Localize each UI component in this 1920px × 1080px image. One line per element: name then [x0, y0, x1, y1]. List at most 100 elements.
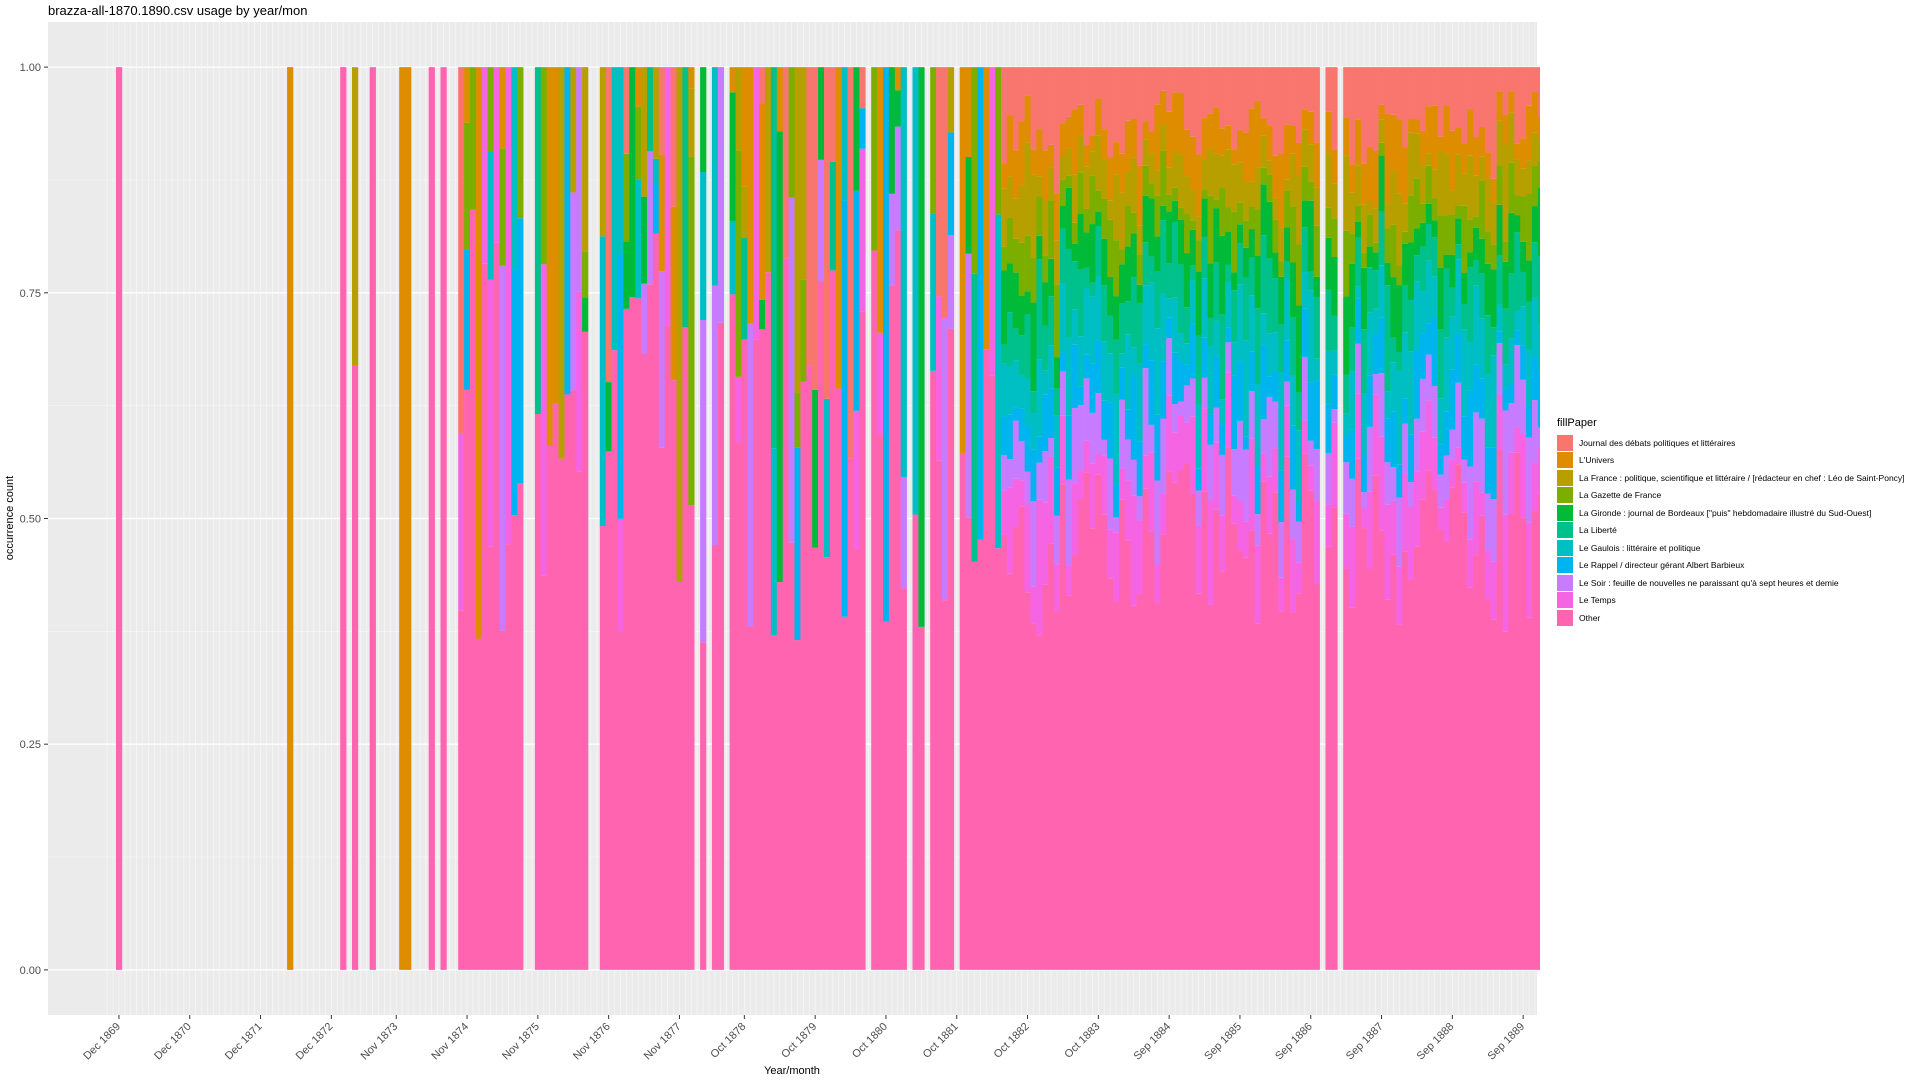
bar-segment — [534, 67, 542, 415]
bar-segment — [1183, 343, 1191, 365]
bar-segment — [1532, 67, 1539, 93]
bar-segment — [540, 67, 547, 265]
bar-segment — [1355, 286, 1362, 299]
bar-segment — [1313, 296, 1320, 359]
bar-segment — [1431, 198, 1438, 221]
bar-segment — [1048, 543, 1055, 970]
bar-segment — [1455, 382, 1462, 448]
bar-segment — [788, 542, 795, 970]
bar-segment — [1036, 67, 1043, 130]
x-tick-label: Nov 1873 — [359, 1021, 401, 1063]
bar-segment — [1201, 198, 1208, 238]
bar-segment — [1449, 459, 1456, 488]
bar-segment — [1172, 404, 1179, 433]
bar-segment — [1467, 267, 1474, 343]
bar-segment — [1325, 452, 1332, 505]
bar-segment — [1083, 288, 1090, 355]
bar-segment — [1313, 187, 1320, 226]
bar-segment — [977, 67, 984, 540]
bar-segment — [1461, 205, 1468, 274]
legend-item: Le Rappel / directeur gérant Albert Barb… — [1557, 557, 1905, 575]
bar-segment — [1355, 205, 1362, 222]
bar-segment — [1384, 462, 1391, 505]
bar-segment — [1219, 67, 1226, 129]
bar-segment — [611, 350, 618, 970]
bar-segment — [1207, 148, 1214, 196]
bar-segment — [1225, 207, 1232, 233]
bar-segment — [983, 349, 990, 970]
bar-segment — [617, 518, 624, 632]
bar-segment — [576, 471, 583, 970]
x-tick-label: Dec 1872 — [294, 1021, 336, 1063]
bar-segment — [1378, 119, 1385, 143]
bar-segment — [1508, 338, 1515, 384]
bar-segment — [1520, 271, 1527, 307]
bar-segment — [1213, 407, 1220, 443]
bar-segment — [1183, 463, 1191, 970]
bar-segment — [1071, 483, 1078, 556]
bar-segment — [1520, 306, 1527, 346]
bar-segment — [688, 67, 695, 89]
bar-segment — [1526, 405, 1533, 438]
bar-segment — [1024, 235, 1031, 292]
bar-segment — [1107, 315, 1114, 354]
bar-segment — [1325, 111, 1332, 154]
bar-segment — [1113, 484, 1120, 518]
bar-segment — [1449, 369, 1456, 430]
bar-segment — [1183, 176, 1191, 214]
bar-segment — [352, 67, 359, 366]
bar-segment — [1042, 325, 1049, 371]
bar-segment — [1089, 463, 1096, 529]
bar-segment — [1248, 206, 1255, 230]
bar-segment — [1207, 500, 1214, 605]
bar-segment — [900, 477, 907, 589]
bar-segment — [1443, 455, 1450, 500]
bar-segment — [1018, 242, 1025, 296]
bar-segment — [1012, 272, 1019, 329]
bar-segment — [1414, 228, 1421, 256]
bar-segment — [1077, 135, 1084, 173]
bar-segment — [1425, 106, 1432, 154]
bar-segment — [1537, 371, 1540, 428]
bar-segment — [1107, 578, 1114, 970]
bar-segment — [1378, 155, 1385, 212]
bar-segment — [611, 67, 618, 351]
bar-segment — [1178, 154, 1185, 208]
bar-segment — [1508, 162, 1515, 213]
bar-segment — [1461, 67, 1468, 144]
bar-segment — [1012, 360, 1019, 408]
bar-segment — [1496, 91, 1503, 121]
legend-label: Journal des débats politiques et littéra… — [1579, 437, 1736, 448]
bar-segment — [511, 269, 518, 516]
bar-segment — [1136, 225, 1143, 255]
bar-segment — [1502, 261, 1509, 309]
bar-segment — [1296, 142, 1303, 175]
bar-segment — [1425, 165, 1432, 204]
bar-segment — [287, 67, 294, 970]
bar-segment — [1384, 285, 1391, 392]
bar-segment — [1006, 573, 1014, 970]
bars-layer — [116, 67, 1540, 970]
bar-segment — [1148, 67, 1155, 132]
bar-segment — [959, 452, 966, 970]
bar-segment — [1201, 237, 1208, 279]
bar-segment — [1219, 188, 1226, 236]
bar-segment — [1107, 529, 1114, 579]
bar-segment — [1355, 221, 1362, 238]
bar-segment — [1484, 493, 1491, 551]
bar-segment — [741, 186, 748, 238]
bar-segment — [1142, 195, 1149, 243]
bar-segment — [1490, 178, 1497, 203]
bar-segment — [1349, 526, 1356, 608]
bar-segment — [1030, 302, 1037, 392]
bar-segment — [1160, 67, 1167, 91]
bar-segment — [1107, 402, 1114, 459]
bar-segment — [670, 67, 677, 207]
bar-segment — [1290, 153, 1297, 207]
x-tick-label: Oct 1882 — [992, 1021, 1032, 1061]
bar-segment — [1520, 345, 1527, 380]
bar-segment — [1095, 98, 1102, 136]
bar-segment — [1343, 513, 1350, 569]
bar-segment — [1355, 458, 1362, 970]
bar-segment — [1537, 139, 1540, 162]
